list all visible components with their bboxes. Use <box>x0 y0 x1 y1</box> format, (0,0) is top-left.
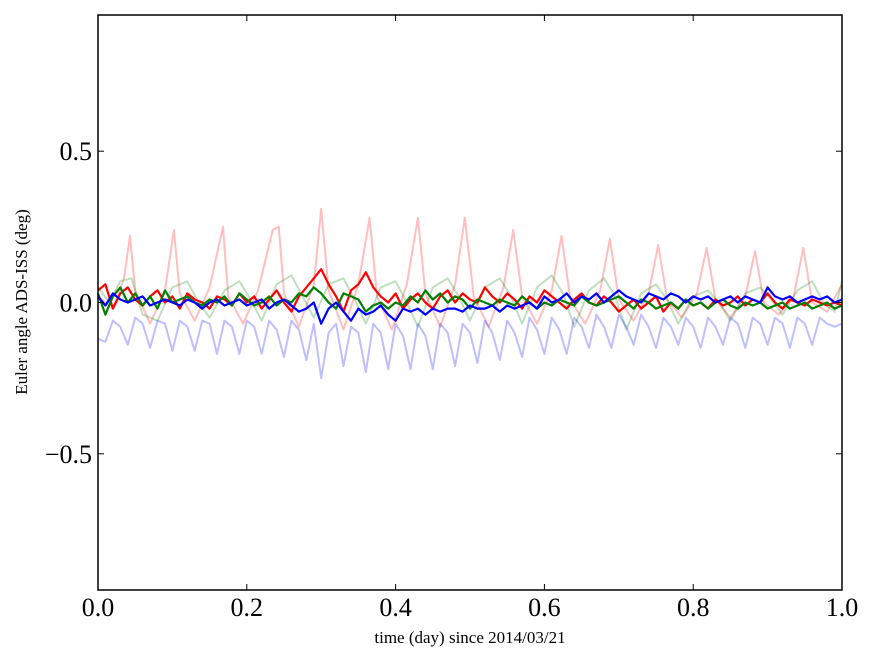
x-tick-label: 1.0 <box>826 593 859 622</box>
ticks-layer: 0.0 0.2 0.4 0.6 0.8 1.0 −0.5 0.0 0.5 <box>45 15 858 622</box>
x-tick-label: 0.4 <box>379 593 412 622</box>
series-line-4 <box>96 286 843 316</box>
x-tick-label: 0.8 <box>677 593 710 622</box>
x-tick-label: 0.0 <box>82 593 115 622</box>
series-line-2 <box>97 313 843 380</box>
x-axis-label: time (day) since 2014/03/21 <box>374 628 565 647</box>
y-tick-label: −0.5 <box>45 440 92 469</box>
y-tick-label: 0.5 <box>60 137 93 166</box>
x-tick-label: 0.6 <box>528 593 561 622</box>
y-tick-label: 0.0 <box>60 289 93 318</box>
series-layer <box>96 207 843 380</box>
y-axis-label: Euler angle ADS-ISS (deg) <box>12 209 31 395</box>
series-line-0 <box>97 207 843 331</box>
x-tick-label: 0.2 <box>231 593 264 622</box>
series-line-5 <box>97 286 843 325</box>
